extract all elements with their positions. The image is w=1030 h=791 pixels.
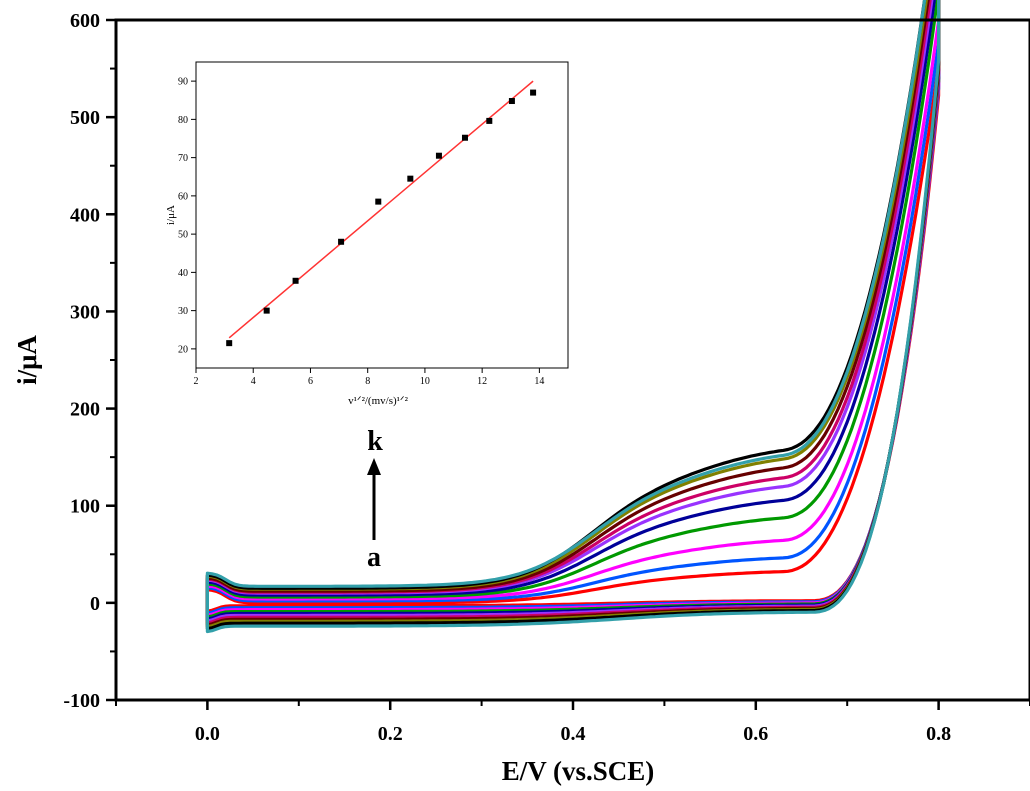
x-tick-label: 0.8 xyxy=(926,723,951,745)
linear-fit-line xyxy=(228,80,534,339)
x-tick-label: 0.0 xyxy=(195,723,220,745)
data-point xyxy=(375,198,382,205)
curve-label-k: k xyxy=(367,426,383,457)
y-tick-label: 500 xyxy=(70,107,100,129)
y-axis-label: i/μA xyxy=(12,335,42,385)
curve-label-a: a xyxy=(367,542,381,573)
cv-curve-11 xyxy=(205,0,941,634)
y-tick-label: 600 xyxy=(70,10,100,32)
data-point xyxy=(263,307,270,314)
inset-x-tick-label: 12 xyxy=(477,376,487,387)
x-tick-label: 0.2 xyxy=(378,723,403,745)
y-tick-label: 400 xyxy=(70,204,100,226)
inset-x-tick-label: 4 xyxy=(251,376,256,387)
data-point xyxy=(292,277,299,284)
inset-y-axis-label: i/μA xyxy=(165,205,177,225)
data-point xyxy=(508,98,515,105)
x-tick-label: 0.6 xyxy=(743,723,768,745)
data-point xyxy=(486,117,493,124)
data-point xyxy=(435,152,442,159)
inset-y-tick-label: 90 xyxy=(178,77,188,88)
y-tick-label: 300 xyxy=(70,301,100,323)
y-tick-label: 200 xyxy=(70,399,100,421)
inset-y-tick-label: 40 xyxy=(178,268,188,279)
inset-y-tick-label: 50 xyxy=(178,230,188,241)
inset-x-tick-label: 14 xyxy=(534,376,544,387)
y-tick-label: 0 xyxy=(90,593,100,615)
inset-y-tick-label: 80 xyxy=(178,115,188,126)
x-tick-label: 0.4 xyxy=(561,723,586,745)
data-point xyxy=(407,175,414,182)
data-point xyxy=(338,238,345,245)
inset-x-tick-label: 10 xyxy=(420,376,430,387)
inset-x-tick-label: 8 xyxy=(365,376,370,387)
inset-x-tick-label: 2 xyxy=(194,376,199,387)
inset-data xyxy=(226,80,537,347)
y-tick-label: -100 xyxy=(63,690,100,712)
inset-y-tick-label: 20 xyxy=(178,344,188,355)
inset-y-tick-label: 60 xyxy=(178,191,188,202)
inset-y-tick-label: 30 xyxy=(178,306,188,317)
main-chart: 0.0 0.2 0.4 0.6 0.8 -100 0 100 200 300 400 500 600 E… xyxy=(12,0,1030,786)
x-axis-label: E/V (vs.SCE) xyxy=(502,756,655,786)
cv-curves xyxy=(205,0,941,634)
y-tick-label: 100 xyxy=(70,496,100,518)
inset-x-axis-label: v¹ᐟ²/(mv/s)¹ᐟ² xyxy=(348,395,408,407)
inset-plot-frame xyxy=(195,61,569,369)
data-point xyxy=(530,89,537,96)
inset-y-tick-label: 70 xyxy=(178,153,188,164)
inset-background xyxy=(196,62,568,368)
inset-axis-ticks: 2 4 6 8 10 12 14 20 30 40 50 60 70 80 90 xyxy=(178,77,544,387)
inset-x-tick-label: 6 xyxy=(308,376,313,387)
data-point xyxy=(461,134,468,141)
inset-chart: 2 4 6 8 10 12 14 20 30 40 50 60 70 80 90 v¹ᐟ²/(mv/s)¹ᐟ… xyxy=(165,61,569,407)
up-arrow xyxy=(367,458,381,540)
data-point xyxy=(226,340,233,347)
main-axis-ticks: 0.0 0.2 0.4 0.6 0.8 -100 0 100 200 300 400 500 600 xyxy=(63,10,1030,745)
